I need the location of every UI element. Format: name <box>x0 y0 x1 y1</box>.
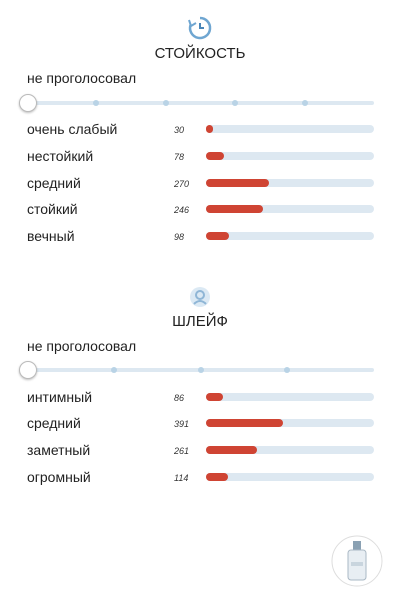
vote-count: 98 <box>174 232 185 242</box>
vote-count: 261 <box>174 446 190 456</box>
vote-bar <box>206 125 213 133</box>
longevity-icon <box>188 16 212 40</box>
vote-bar <box>206 393 223 401</box>
section-title: СТОЙКОСТЬ <box>154 45 246 62</box>
vote-count: 86 <box>174 393 185 403</box>
option-label: стойкий <box>27 201 78 217</box>
vote-bar <box>206 232 229 240</box>
vote-status: не проголосовал <box>27 70 137 86</box>
vote-count: 391 <box>174 419 190 429</box>
option-label: интимный <box>27 389 93 405</box>
option-label: средний <box>27 415 81 431</box>
vote-slider[interactable] <box>19 361 374 379</box>
slider-stop[interactable] <box>162 100 169 106</box>
vote-status: не проголосовал <box>27 338 137 354</box>
bottle-thumbnail[interactable] <box>330 534 384 588</box>
vote-bar <box>206 152 225 160</box>
slider-stop[interactable] <box>301 100 308 106</box>
bar-track <box>206 152 374 160</box>
bar-track <box>206 232 374 240</box>
vote-slider[interactable] <box>19 94 374 112</box>
option-label: нестойкий <box>27 148 94 164</box>
slider-stop[interactable] <box>110 367 117 373</box>
vote-count: 114 <box>174 473 189 483</box>
option-label: заметный <box>27 442 91 458</box>
vote-bar <box>206 179 269 187</box>
vote-bar <box>206 473 229 481</box>
option-label: очень слабый <box>27 121 118 137</box>
vote-count: 78 <box>174 152 185 162</box>
vote-count: 246 <box>174 205 190 215</box>
slider-knob[interactable] <box>19 94 37 112</box>
bar-track <box>206 473 374 481</box>
bar-track <box>206 179 374 187</box>
bar-track <box>206 125 374 133</box>
slider-stop[interactable] <box>93 100 100 106</box>
slider-stop[interactable] <box>197 367 204 373</box>
option-label: огромный <box>27 469 91 485</box>
vote-count: 30 <box>174 125 185 135</box>
bar-track <box>206 393 374 401</box>
slider-stop[interactable] <box>284 367 291 373</box>
vote-bar <box>206 205 264 213</box>
sillage-icon <box>190 287 210 307</box>
vote-bar <box>206 419 284 427</box>
option-label: вечный <box>27 228 75 244</box>
option-label: средний <box>27 175 81 191</box>
bar-track <box>206 419 374 427</box>
slider-knob[interactable] <box>19 361 37 379</box>
bar-track <box>206 205 374 213</box>
vote-count: 270 <box>174 179 190 189</box>
vote-bar <box>206 446 258 454</box>
section-title: ШЛЕЙФ <box>172 313 228 330</box>
slider-stop[interactable] <box>232 100 239 106</box>
bar-track <box>206 446 374 454</box>
